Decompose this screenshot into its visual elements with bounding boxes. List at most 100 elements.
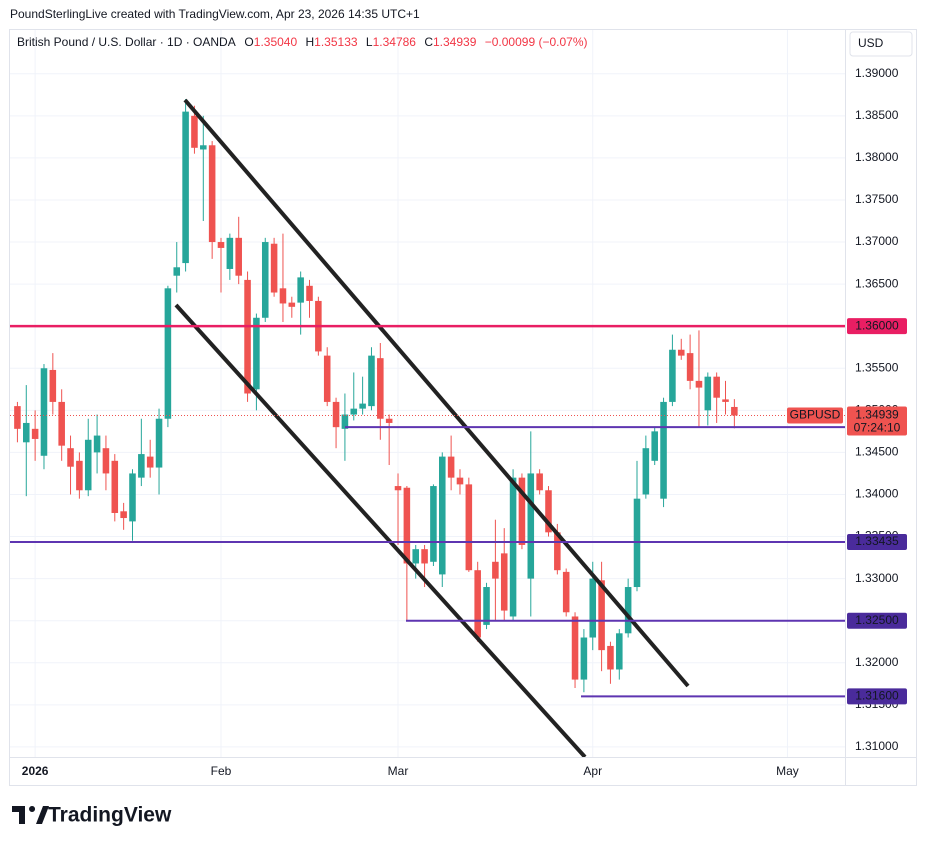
brand: TradingView bbox=[48, 804, 172, 827]
candle-body bbox=[704, 376, 712, 411]
candle-body bbox=[447, 456, 455, 478]
candle-body bbox=[332, 401, 340, 428]
candle-body bbox=[76, 460, 83, 491]
candle-body bbox=[580, 637, 588, 680]
candle-body bbox=[403, 487, 411, 564]
logo-icon bbox=[12, 806, 49, 824]
candle-body bbox=[518, 477, 526, 545]
candle-body bbox=[686, 353, 694, 381]
legend: British Pound / U.S. Dollar · 1D · OANDA… bbox=[17, 35, 587, 49]
x-tick-label: Feb bbox=[211, 764, 232, 778]
candle-body bbox=[394, 486, 402, 491]
candle-body bbox=[306, 285, 313, 301]
candle-body bbox=[111, 460, 119, 513]
candle-body bbox=[297, 277, 304, 303]
candle-body bbox=[677, 349, 685, 356]
candle-body bbox=[14, 406, 21, 429]
legend-o: O bbox=[244, 35, 253, 49]
credit: PoundSterlingLive created with TradingVi… bbox=[10, 7, 420, 21]
candle-body bbox=[350, 408, 358, 415]
y-tick-label: 1.37500 bbox=[855, 192, 899, 206]
candle-body bbox=[129, 473, 136, 522]
y-tick-label: 1.34000 bbox=[855, 487, 899, 501]
candle-body bbox=[562, 571, 570, 613]
legend-title: British Pound / U.S. Dollar · 1D · OANDA bbox=[17, 35, 236, 49]
candle-body bbox=[527, 473, 535, 579]
candle-body bbox=[651, 431, 658, 461]
candle-body bbox=[40, 368, 48, 456]
level-label: 1.31600 bbox=[855, 689, 899, 703]
candle-body bbox=[474, 570, 481, 638]
candle-body bbox=[571, 616, 579, 680]
candle-body bbox=[598, 580, 605, 651]
y-tick-label: 1.39000 bbox=[855, 66, 899, 80]
candle-body bbox=[23, 422, 30, 443]
candle-body bbox=[67, 448, 74, 467]
legend-low: 1.34786 bbox=[373, 35, 417, 49]
candle-body bbox=[624, 587, 632, 634]
level-box bbox=[847, 688, 907, 705]
legend-change: −0.00099 (−0.07%) bbox=[485, 35, 588, 49]
x-tick-label: May bbox=[776, 764, 799, 778]
legend-close: 1.34939 bbox=[433, 35, 477, 49]
candle-body bbox=[368, 355, 375, 407]
candle-body bbox=[120, 511, 127, 519]
legend-l: L bbox=[366, 35, 373, 49]
candle-body bbox=[191, 115, 198, 148]
countdown: 07:24:10 bbox=[854, 421, 901, 435]
x-tick-label: Apr bbox=[583, 764, 602, 778]
level-box bbox=[847, 318, 907, 335]
candle-body bbox=[456, 477, 464, 485]
candle-body bbox=[279, 288, 287, 304]
x-tick-label: Mar bbox=[388, 764, 409, 778]
symbol-label: GBPUSD bbox=[790, 408, 841, 422]
candle-body bbox=[146, 456, 154, 468]
candle-body bbox=[616, 633, 623, 670]
candle-body bbox=[208, 145, 216, 243]
level-label: 1.36000 bbox=[855, 318, 899, 332]
legend-c: C bbox=[424, 35, 433, 49]
candle-body bbox=[155, 418, 163, 468]
candle-body bbox=[226, 237, 234, 269]
candle-body bbox=[182, 111, 189, 264]
candle-body bbox=[244, 279, 251, 394]
y-tick-label: 1.38500 bbox=[855, 108, 899, 122]
candle-body bbox=[660, 401, 667, 499]
candle-body bbox=[545, 490, 552, 533]
candle-body bbox=[49, 369, 57, 402]
candle-body bbox=[164, 288, 172, 419]
currency-box[interactable] bbox=[849, 31, 913, 57]
candle-body bbox=[235, 237, 242, 276]
legend-h: H bbox=[306, 35, 315, 49]
candle-body bbox=[253, 317, 260, 390]
candle-body bbox=[385, 418, 393, 423]
candle-body bbox=[84, 439, 92, 491]
candle-body bbox=[341, 414, 349, 429]
candle-body bbox=[138, 454, 145, 478]
y-tick-label: 1.31000 bbox=[855, 739, 899, 753]
candle-body bbox=[31, 428, 39, 439]
level-label: 1.33435 bbox=[855, 534, 899, 548]
candle-body bbox=[200, 145, 207, 150]
frame bbox=[9, 29, 917, 786]
last-price-label: 1.34939 bbox=[855, 408, 899, 422]
candle-body bbox=[430, 486, 437, 562]
candle-body bbox=[173, 267, 181, 276]
legend-high: 1.35133 bbox=[314, 35, 358, 49]
candle-body bbox=[483, 587, 490, 625]
candle-body bbox=[669, 349, 676, 402]
y-tick-label: 1.32000 bbox=[855, 655, 899, 669]
y-tick-label: 1.37000 bbox=[855, 234, 899, 248]
logo: TradingView bbox=[12, 804, 172, 827]
trend-line bbox=[174, 303, 587, 757]
candle-body bbox=[323, 355, 331, 402]
y-tick-label: 1.38000 bbox=[855, 150, 899, 164]
candle-body bbox=[270, 243, 278, 293]
candle-body bbox=[465, 484, 473, 571]
currency: USD bbox=[858, 36, 884, 50]
level-label: 1.32500 bbox=[855, 613, 899, 627]
candle-body bbox=[695, 380, 703, 388]
y-tick-label: 1.36500 bbox=[855, 276, 899, 290]
y-tick-label: 1.34500 bbox=[855, 445, 899, 459]
